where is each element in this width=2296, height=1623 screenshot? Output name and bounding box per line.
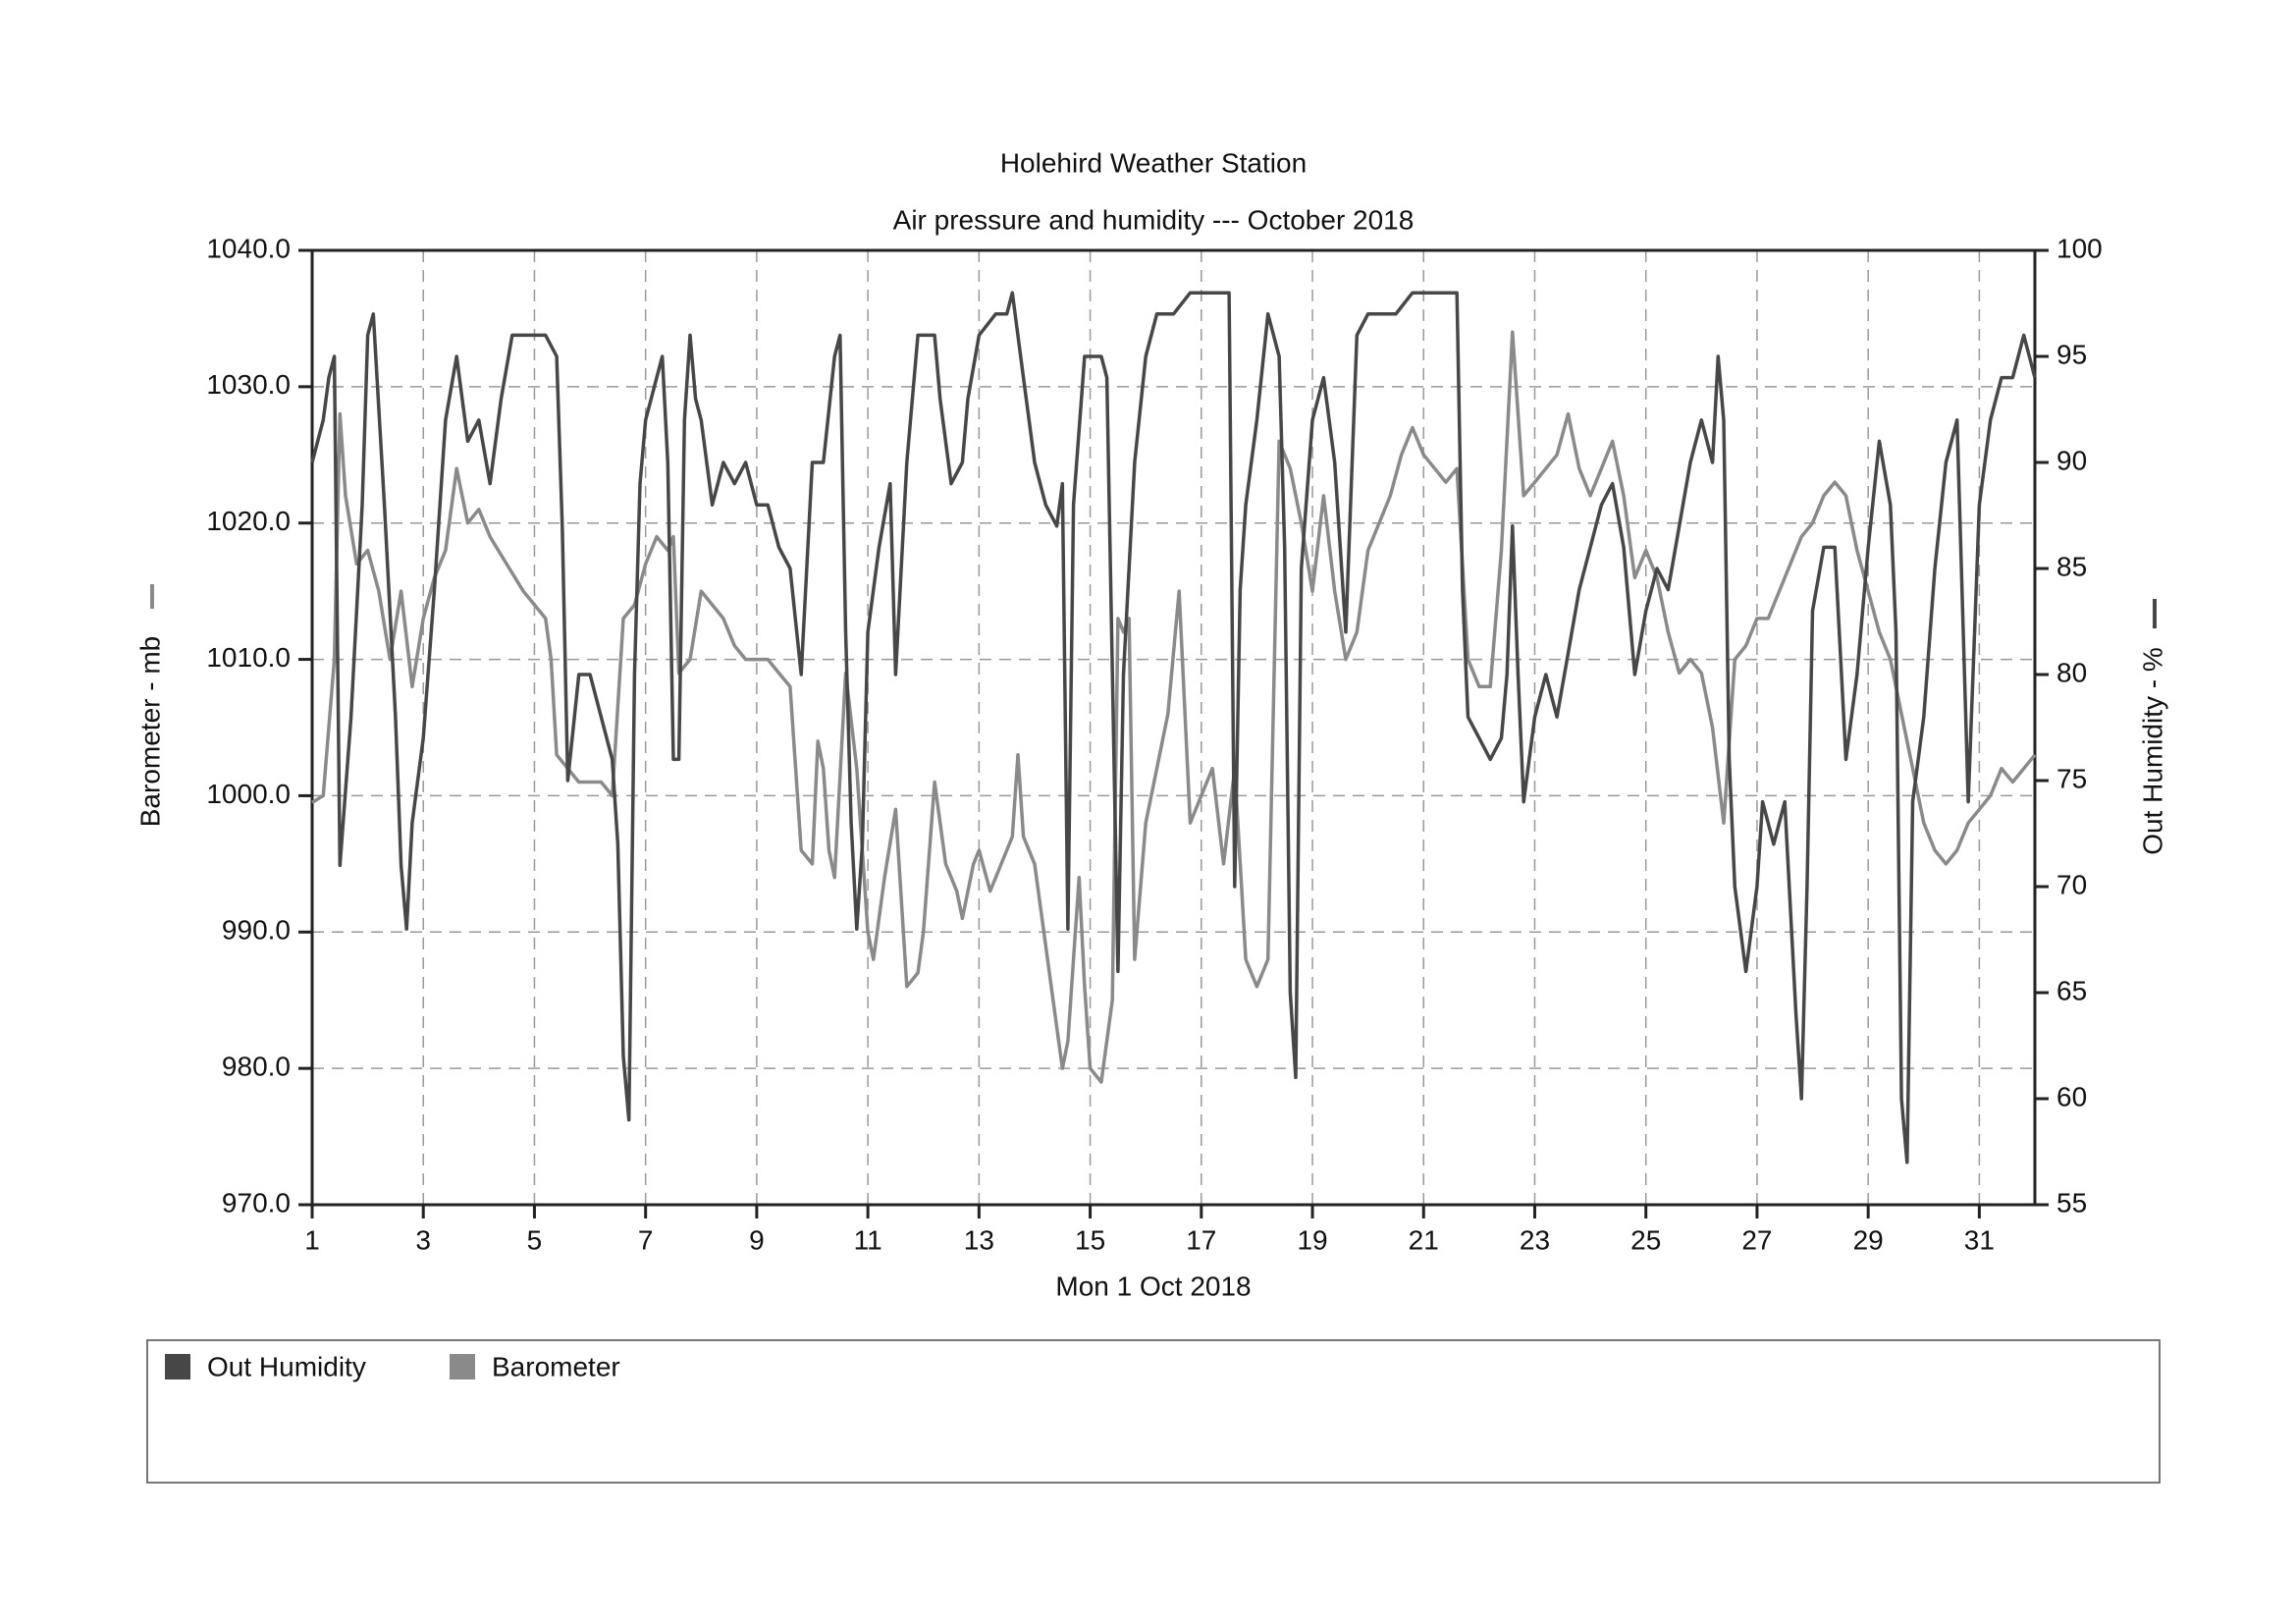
x-tick-label: 13 — [964, 1224, 994, 1255]
x-tick-label: 19 — [1297, 1224, 1327, 1255]
x-tick-label: 1 — [304, 1224, 320, 1255]
y2-tick-label: 70 — [2056, 869, 2087, 899]
chart-title: Holehird Weather Station — [1000, 147, 1307, 178]
x-axis-title: Mon 1 Oct 2018 — [1055, 1271, 1251, 1301]
y2-tick-label: 95 — [2056, 339, 2087, 369]
y-tick-label: 970.0 — [222, 1187, 291, 1217]
x-tick-label: 25 — [1630, 1224, 1661, 1255]
x-tick-label: 15 — [1075, 1224, 1105, 1255]
x-tick-label: 11 — [854, 1224, 882, 1255]
y-tick-label: 1010.0 — [206, 642, 291, 673]
y2-tick-label: 80 — [2056, 657, 2087, 687]
legend-box — [146, 1339, 2161, 1484]
y2-axis-title-group: Out Humidity - % — [2137, 599, 2167, 855]
x-tick-label: 17 — [1186, 1224, 1216, 1255]
legend-swatch — [450, 1354, 475, 1380]
x-tick-label: 5 — [527, 1224, 543, 1255]
y2-tick-label: 90 — [2056, 445, 2087, 475]
x-tick-label: 7 — [638, 1224, 654, 1255]
y-tick-label: 980.0 — [222, 1052, 291, 1082]
legend-label: Out Humidity — [207, 1351, 366, 1381]
legend-label: Barometer — [492, 1351, 620, 1381]
y-tick-label: 1020.0 — [206, 506, 291, 536]
y2-tick-label: 100 — [2056, 233, 2103, 263]
y-axis-title: Barometer - mb — [134, 636, 165, 828]
y2-tick-label: 75 — [2056, 763, 2087, 793]
y2-axis-title: Out Humidity - % — [2137, 647, 2167, 855]
chart-subtitle: Air pressure and humidity --- October 20… — [893, 204, 1415, 235]
series-line — [311, 330, 2037, 1084]
y-tick-label: 990.0 — [222, 915, 291, 946]
y-axis-title-group: Barometer - mb — [134, 584, 165, 827]
y2-tick-label: 55 — [2056, 1187, 2087, 1217]
y2-tick-label: 65 — [2056, 975, 2087, 1005]
series-line — [310, 291, 2037, 1164]
x-tick-label: 29 — [1853, 1224, 1884, 1255]
legend-swatch — [165, 1354, 190, 1380]
y-tick-label: 1030.0 — [206, 369, 291, 400]
x-tick-label: 31 — [1964, 1224, 1995, 1255]
x-tick-label: 23 — [1520, 1224, 1550, 1255]
y-tick-label: 1040.0 — [206, 233, 291, 263]
y2-tick-label: 60 — [2056, 1081, 2087, 1111]
y2-tick-label: 85 — [2056, 551, 2087, 581]
x-tick-label: 27 — [1741, 1224, 1772, 1255]
plot-frame — [310, 248, 2037, 1207]
y-tick-label: 1000.0 — [206, 779, 291, 809]
x-tick-label: 3 — [415, 1224, 431, 1255]
x-tick-label: 21 — [1409, 1224, 1439, 1255]
x-tick-label: 9 — [749, 1224, 765, 1255]
